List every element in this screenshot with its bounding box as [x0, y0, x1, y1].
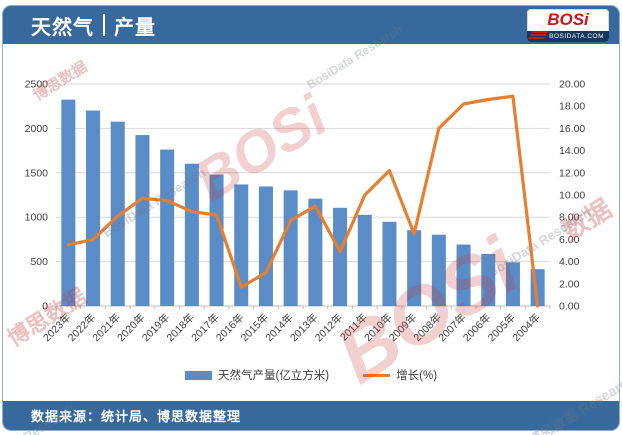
- bar-2009年: [407, 230, 422, 306]
- bar-2014年: [283, 190, 298, 306]
- bar-2022年: [86, 110, 101, 306]
- legend-item-production: 天然气产量(亿立方米): [184, 367, 330, 383]
- right-axis-tick-label: 0.00: [559, 301, 580, 313]
- right-axis-tick-label: 18.00: [559, 101, 585, 113]
- footer-bar: 数据来源：统计局、博思数据整理: [3, 401, 619, 430]
- title-left: 天然气: [31, 16, 94, 39]
- right-axis-tick-label: 20.00: [559, 79, 585, 91]
- bar-2019年: [160, 149, 175, 306]
- bar-2013年: [308, 198, 323, 306]
- bar-2020年: [135, 135, 150, 306]
- legend-label-production: 天然气产量(亿立方米): [217, 370, 330, 382]
- x-axis-label: 2012年: [312, 311, 345, 344]
- bar-2011年: [357, 214, 372, 306]
- left-axis-tick-label: 1500: [25, 167, 49, 179]
- bar-2012年: [333, 207, 348, 306]
- left-axis-tick-label: 0: [42, 301, 48, 313]
- left-axis-tick-label: 500: [30, 256, 48, 268]
- bosi-logo: BOSi BOSIDATA.COM: [527, 8, 609, 42]
- title-divider-bar: [103, 14, 105, 36]
- chart-body: 0 500 1000 1500 2000 2500 0.00 2.00 4.00 6.00 8.00…: [3, 44, 619, 401]
- title-right: 产量: [114, 16, 156, 39]
- bar-2023年: [61, 99, 76, 306]
- legend-label-growth: 增长(%): [396, 370, 438, 382]
- x-axis-labels: 2023年2022年2021年2020年2019年2018年2017年2016年…: [40, 311, 542, 344]
- bar-2017年: [209, 174, 224, 306]
- legend-bar-swatch-icon: [184, 370, 212, 380]
- right-axis-tick-label: 10.00: [559, 190, 585, 202]
- right-axis: 0.00 2.00 4.00 6.00 8.00 10.00 12.00 14.00 16.00…: [559, 79, 585, 313]
- header-bar: 天然气 产量 BOSi BOSIDATA.COM: [3, 6, 619, 44]
- left-axis-tick-label: 2000: [25, 123, 49, 135]
- x-axis-ticks: [55, 306, 551, 309]
- growth-line: [66, 94, 540, 308]
- legend-line-swatch-icon: [363, 373, 391, 377]
- right-axis-tick-label: 8.00: [559, 212, 580, 224]
- right-axis-tick-label: 2.00: [559, 278, 580, 290]
- bar-2021年: [110, 121, 125, 306]
- bar-series: [61, 99, 545, 306]
- bosi-logo-wordmark: BOSi: [527, 9, 609, 31]
- bosi-logo-text: BOSi: [547, 10, 589, 29]
- data-source-text: 数据来源：统计局、博思数据整理: [31, 409, 242, 424]
- left-axis-tick-label: 2500: [25, 79, 49, 91]
- chart-canvas: 0 500 1000 1500 2000 2500 0.00 2.00 4.00 6.00 8.00…: [25, 79, 586, 345]
- x-axis-label: 2004年: [510, 311, 543, 344]
- right-axis-tick-label: 6.00: [559, 234, 580, 246]
- right-axis-tick-label: 14.00: [559, 145, 585, 157]
- bar-2010年: [382, 221, 397, 306]
- left-axis-tick-label: 1000: [25, 212, 49, 224]
- bar-2006年: [481, 253, 496, 306]
- bar-2018年: [184, 163, 199, 306]
- chart-legend: 天然气产量(亿立方米) 增长(%): [3, 367, 619, 383]
- right-axis-tick-label: 16.00: [559, 123, 585, 135]
- right-axis-tick-label: 12.00: [559, 167, 585, 179]
- page-title: 天然气 产量: [31, 11, 156, 40]
- chart-card: 天然气 产量 BOSi BOSIDATA.COM 0 500 1000 1500 200…: [2, 5, 620, 431]
- bosi-logo-domain: BOSIDATA.COM: [527, 30, 609, 42]
- bar-2005年: [505, 262, 520, 306]
- bar-2015年: [258, 186, 273, 306]
- bar-2008年: [431, 234, 446, 306]
- legend-item-growth: 增长(%): [363, 367, 437, 383]
- right-axis-tick-label: 4.00: [559, 256, 580, 268]
- bar-2007年: [456, 244, 471, 306]
